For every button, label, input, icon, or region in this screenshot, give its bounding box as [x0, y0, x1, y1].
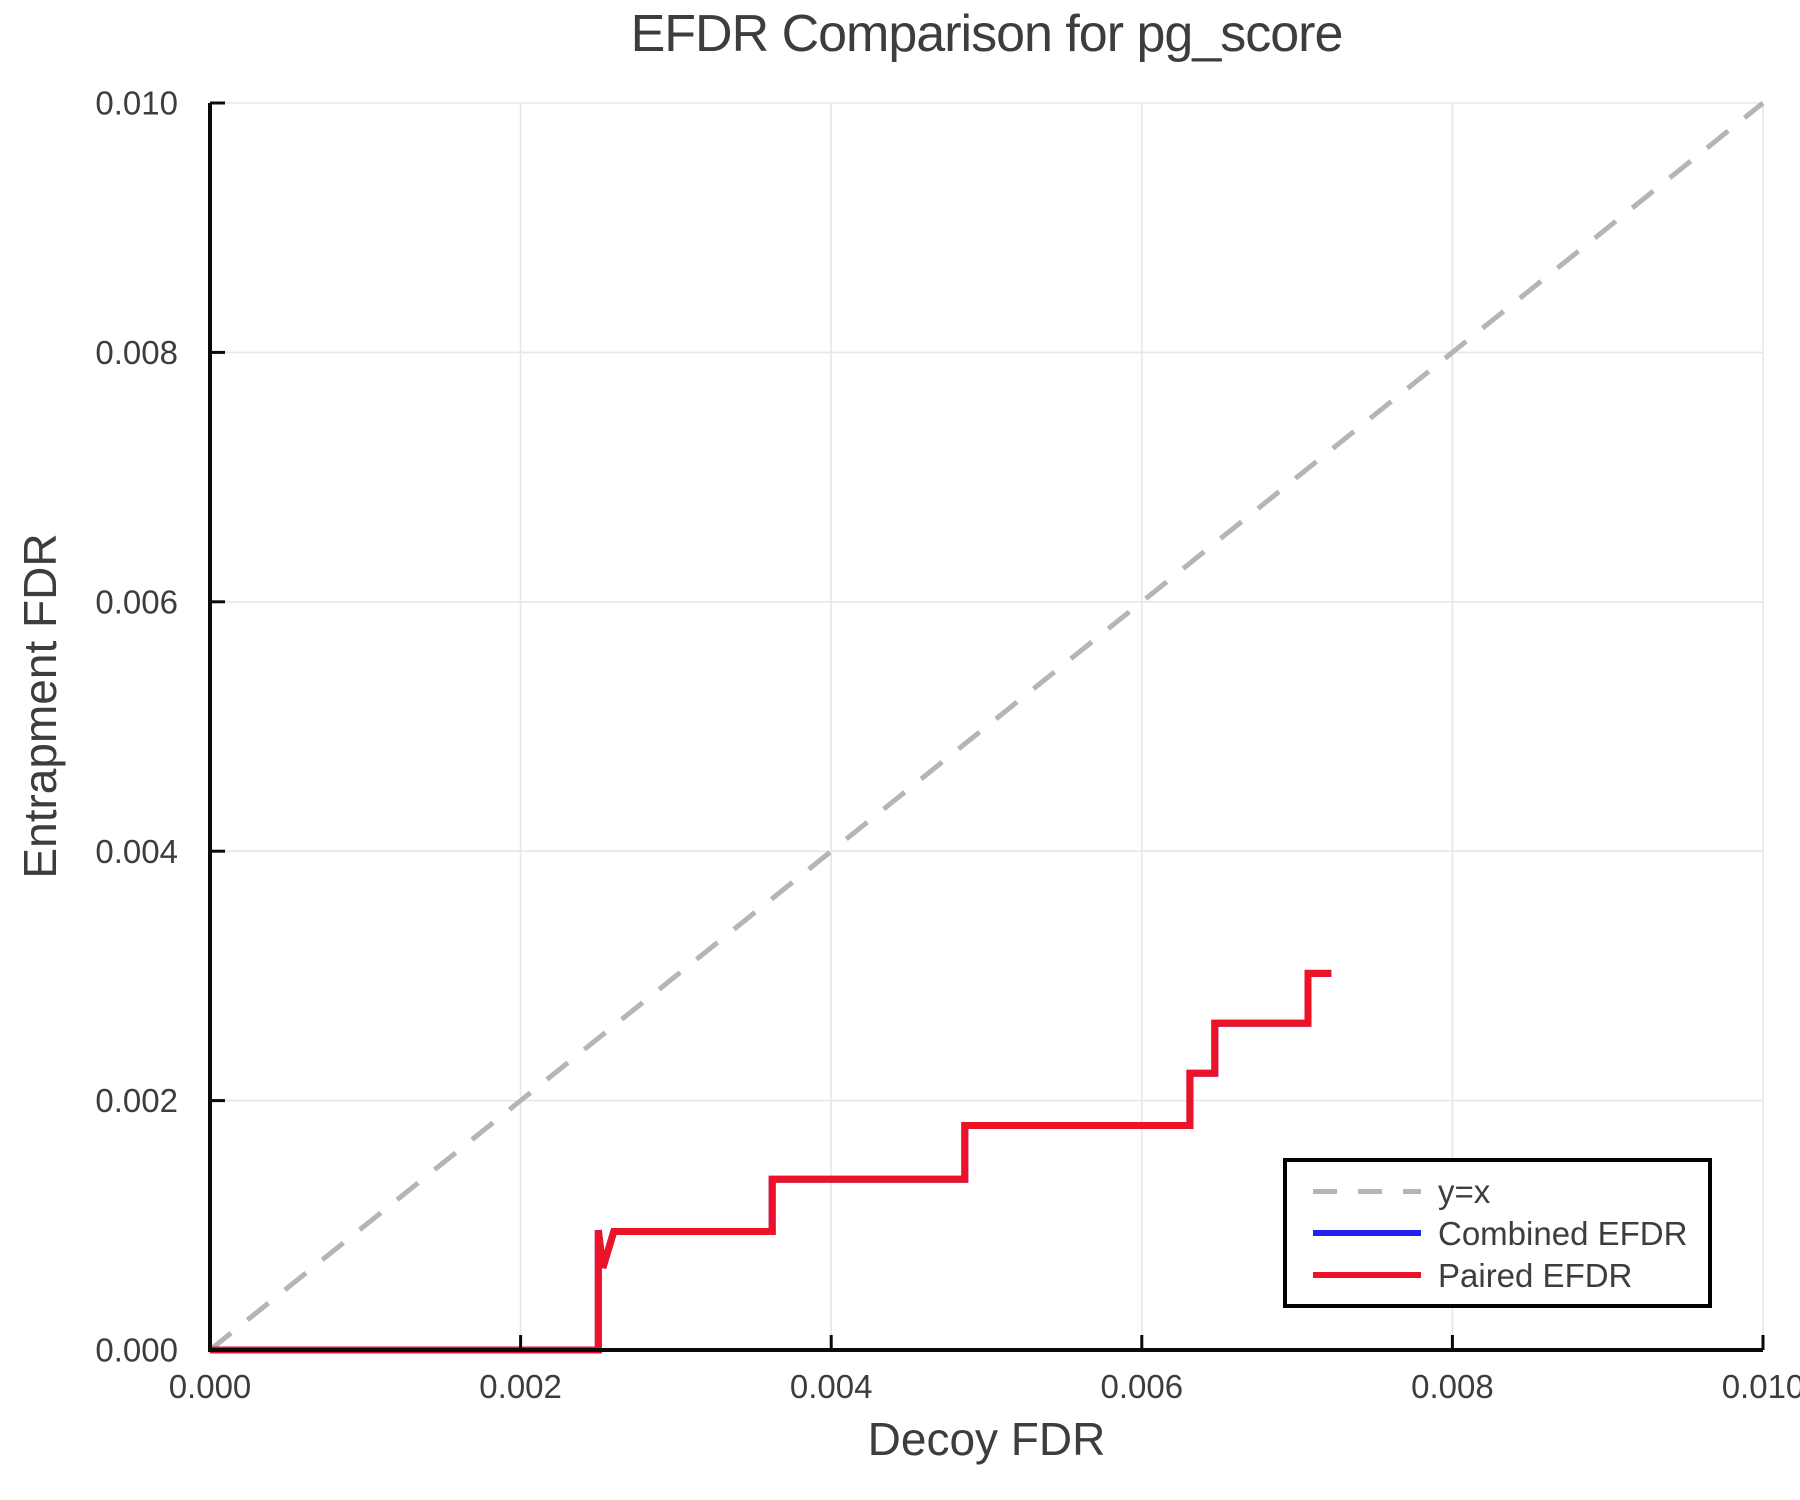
legend-label-paired-efdr: Paired EFDR — [1438, 1256, 1633, 1294]
series-line-1 — [210, 969, 1332, 1354]
chart-title: EFDR Comparison for pg_score — [630, 5, 1344, 63]
blue-line-icon — [1313, 1230, 1421, 1236]
x-tick-label: 0.004 — [790, 1368, 873, 1405]
y-axis-label: Entrapment FDR — [14, 533, 66, 879]
x-tick-label: 0.000 — [169, 1368, 252, 1405]
y-tick-label: 0.002 — [95, 1082, 178, 1119]
x-axis-label: Decoy FDR — [867, 1413, 1106, 1465]
legend-label-yx: y=x — [1438, 1172, 1491, 1210]
x-tick-label: 0.002 — [479, 1368, 562, 1405]
y-tick-label: 0.000 — [95, 1332, 178, 1369]
y-tick-label: 0.004 — [95, 833, 178, 870]
x-tick-label: 0.008 — [1411, 1368, 1494, 1405]
x-tick-label: 0.006 — [1101, 1368, 1184, 1405]
red-line-icon — [1313, 1272, 1421, 1278]
legend-item-combined-efdr: Combined EFDR — [1313, 1215, 1708, 1252]
legend: y=x Combined EFDR Paired EFDR — [1283, 1158, 1712, 1308]
legend-label-combined-efdr: Combined EFDR — [1438, 1214, 1688, 1252]
y-tick-label: 0.010 — [95, 85, 178, 122]
legend-item-paired-efdr: Paired EFDR — [1313, 1257, 1708, 1294]
dashed-line-icon — [1313, 1188, 1421, 1194]
x-tick-label: 0.010 — [1722, 1368, 1800, 1405]
legend-item-yx: y=x — [1313, 1173, 1708, 1210]
y-tick-label: 0.006 — [95, 583, 178, 620]
series-line-2 — [210, 969, 1332, 1354]
y-tick-label: 0.008 — [95, 334, 178, 371]
